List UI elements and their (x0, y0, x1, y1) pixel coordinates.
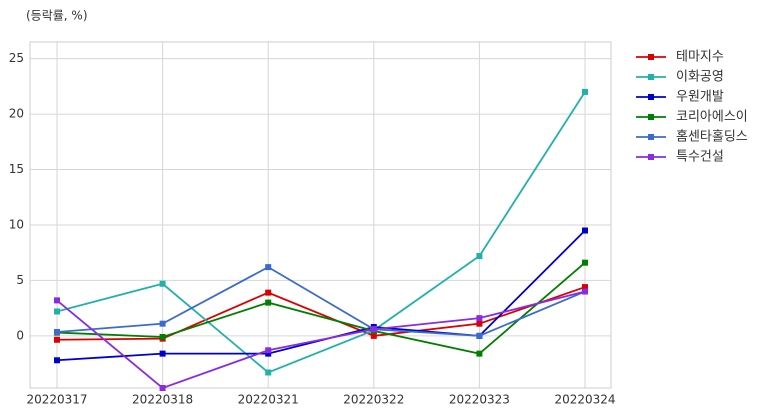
legend-label: 테마지수 (676, 50, 724, 65)
y-tick-label: 20 (9, 107, 24, 121)
legend-marker (648, 54, 654, 60)
legend-marker (648, 154, 654, 160)
point (582, 259, 588, 266)
x-tick-label: 20220318 (132, 393, 193, 407)
point (265, 350, 272, 357)
point (54, 357, 60, 364)
y-tick-label: 10 (9, 217, 24, 231)
point (582, 227, 588, 234)
plot-frame (29, 41, 612, 389)
legend-marker (648, 134, 654, 140)
point (159, 333, 166, 340)
point (476, 350, 483, 357)
point (265, 347, 272, 354)
point (54, 308, 60, 315)
point (582, 288, 588, 295)
x-tick-label: 20220324 (554, 393, 615, 407)
point (265, 299, 272, 306)
series-line (56, 262, 586, 355)
legend-label: 우원개발 (676, 90, 724, 105)
point (54, 297, 60, 304)
y-tick-label: 5 (16, 273, 24, 287)
x-tick-label: 20220321 (238, 393, 299, 407)
legend-label: 홈센타홀딩스 (676, 130, 748, 145)
point (476, 332, 483, 339)
point (159, 385, 166, 391)
series-line (56, 266, 586, 337)
legend-marker (648, 114, 654, 120)
point (265, 289, 272, 296)
point (582, 284, 588, 291)
legend-label: 이화공영 (676, 70, 724, 85)
point (265, 264, 272, 271)
point (370, 326, 377, 333)
point (476, 315, 483, 322)
x-tick-label: 20220322 (343, 393, 404, 407)
y-tick-label: 25 (9, 51, 24, 65)
series-line (56, 229, 586, 362)
point (159, 320, 166, 327)
y-tick-label: 15 (9, 162, 24, 176)
point (54, 336, 60, 343)
legend-marker (648, 74, 654, 80)
x-tick-label: 20220317 (26, 393, 87, 407)
series-line (56, 290, 586, 390)
point (370, 332, 377, 339)
chart-title: (등락률, %) (26, 9, 88, 23)
x-tick-label: 20220323 (449, 393, 510, 407)
legend-marker (648, 94, 654, 100)
point (582, 88, 588, 95)
y-tick-label: 0 (16, 328, 24, 342)
point (476, 253, 483, 260)
legend-label: 특수건설 (676, 150, 724, 165)
legend-label: 코리아에스이 (676, 110, 748, 125)
point (159, 280, 166, 287)
point (265, 369, 272, 376)
point (159, 350, 166, 357)
series-line (56, 91, 586, 374)
point (476, 320, 483, 327)
point (54, 328, 60, 335)
